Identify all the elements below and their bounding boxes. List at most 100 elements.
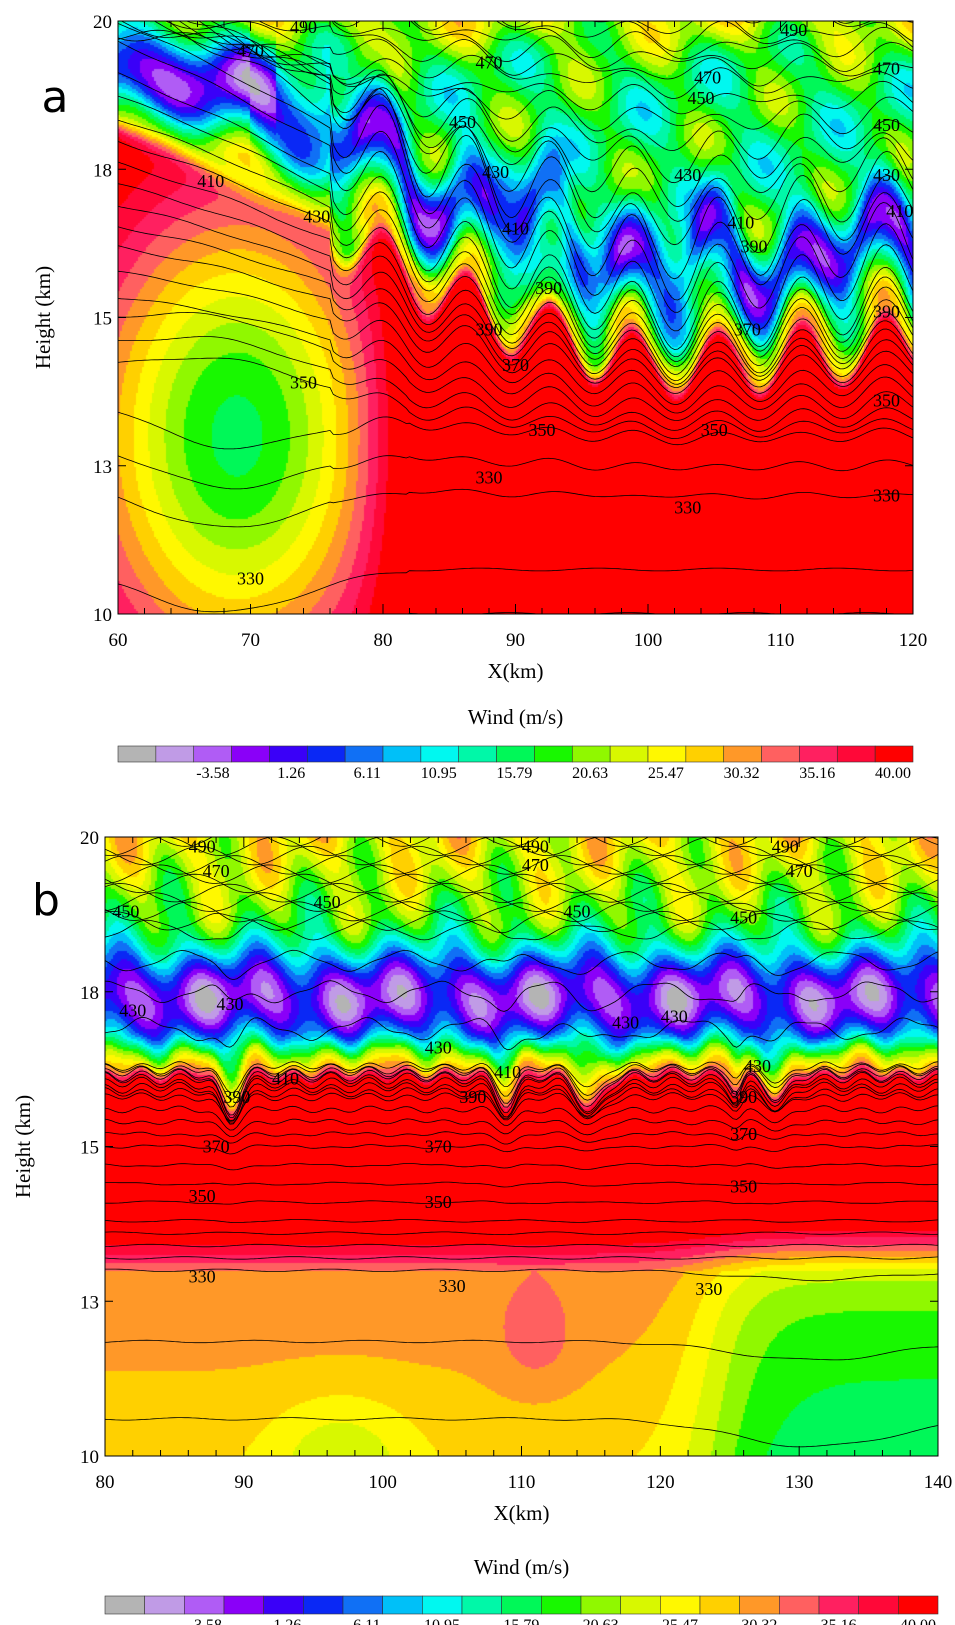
theta-contour-460 xyxy=(118,32,913,135)
contour-label: 450 xyxy=(314,892,341,912)
contour-label: 450 xyxy=(873,115,900,135)
contour-label: 410 xyxy=(494,1062,521,1082)
theta-contour-360 xyxy=(105,1181,938,1188)
colorbar-box xyxy=(144,1595,185,1615)
colorbar-box xyxy=(382,745,422,763)
theta-contour-400 xyxy=(118,119,913,362)
colorbar-label: -3.58 xyxy=(196,765,229,782)
colorbar-label: 15.79 xyxy=(503,1617,539,1625)
colorbar-box xyxy=(420,745,460,763)
x-tick-label: 80 xyxy=(96,1472,115,1493)
colorbar-label: 30.32 xyxy=(724,765,760,782)
contour-label: 350 xyxy=(873,391,900,411)
theta-contour-420 xyxy=(118,23,913,313)
colorbar-box xyxy=(303,1595,344,1615)
panel-a-wind-field xyxy=(118,21,913,614)
colorbar-label: 20.63 xyxy=(572,765,608,782)
colorbar-label: 1.26 xyxy=(277,765,305,782)
colorbar-box xyxy=(382,1595,423,1615)
theta-contour-390 xyxy=(118,161,913,375)
contour-label: 370 xyxy=(734,319,761,339)
x-tick-label: 110 xyxy=(508,1472,536,1493)
colorbar-box xyxy=(836,745,876,763)
colorbar-box xyxy=(155,745,195,763)
colorbar-box xyxy=(263,1595,304,1615)
contour-label: 390 xyxy=(535,278,562,298)
colorbar-box xyxy=(184,1595,225,1615)
theta-contour-340 xyxy=(105,1243,938,1248)
panel-label: a xyxy=(42,72,69,123)
contour-label: 350 xyxy=(701,420,728,440)
theta-contour-410 xyxy=(118,72,913,350)
theta-contour-475 xyxy=(105,873,938,894)
theta-contour-355 xyxy=(105,1200,938,1205)
theta-contour-475 xyxy=(258,21,913,87)
contour-label: 330 xyxy=(695,1279,722,1299)
theta-contour-410 xyxy=(105,1071,938,1118)
colorbar-label: 25.47 xyxy=(662,1617,698,1625)
contour-label: 390 xyxy=(223,1087,250,1107)
colorbar-label: 6.11 xyxy=(354,765,381,782)
contour-label: 430 xyxy=(661,1007,688,1027)
theta-contour-450 xyxy=(153,21,913,184)
contour-label: 450 xyxy=(564,901,591,921)
colorbar-box xyxy=(647,745,687,763)
contour-label: 410 xyxy=(886,201,913,221)
theta-contour-445 xyxy=(105,949,938,981)
colorbar-box xyxy=(501,1595,542,1615)
x-axis-label: X(km) xyxy=(494,1501,550,1525)
colorbar-box xyxy=(660,1595,701,1615)
contour-label: 490 xyxy=(189,836,216,856)
y-axis-label: Height (km) xyxy=(11,1095,35,1198)
colorbar-box xyxy=(858,1595,899,1615)
colorbar-box xyxy=(231,745,270,763)
contour-label: 330 xyxy=(439,1276,466,1296)
colorbar-label: 25.47 xyxy=(648,765,684,782)
theta-contour-480 xyxy=(105,864,938,884)
colorbar-box xyxy=(898,1595,939,1615)
theta-contour-500 xyxy=(743,21,856,24)
contour-label: 390 xyxy=(730,1087,757,1107)
theta-contour-455 xyxy=(105,910,938,934)
contour-label: 330 xyxy=(189,1266,216,1286)
theta-contour-420 xyxy=(105,1066,938,1108)
theta-contour-405 xyxy=(105,1076,938,1122)
contour-label: 410 xyxy=(727,213,754,233)
contour-label: 390 xyxy=(476,319,503,339)
y-tick-label: 13 xyxy=(80,1292,99,1313)
theta-contour-345 xyxy=(118,357,913,440)
contour-label: 430 xyxy=(674,165,701,185)
x-tick-label: 90 xyxy=(234,1472,253,1493)
contour-label: 490 xyxy=(522,836,549,856)
colorbar-label: 20.63 xyxy=(583,1617,619,1625)
x-tick-label: 140 xyxy=(924,1472,953,1493)
colorbar-box xyxy=(496,745,535,763)
theta-contour-485 xyxy=(105,855,938,875)
contour-label: 470 xyxy=(522,855,549,875)
theta-contour-485 xyxy=(332,21,913,60)
colorbar-label: 1.26 xyxy=(273,1617,301,1625)
x-tick-label: 110 xyxy=(767,630,795,651)
x-tick-label: 120 xyxy=(646,1472,675,1493)
y-tick-label: 20 xyxy=(80,828,99,849)
colorbar-label: 10.95 xyxy=(424,1617,460,1625)
contour-label: 470 xyxy=(476,53,503,73)
contour-label: 470 xyxy=(694,67,721,87)
x-tick-label: 80 xyxy=(374,630,393,651)
theta-contour-355 xyxy=(118,311,913,421)
contour-label: 430 xyxy=(216,994,243,1014)
theta-contour-395 xyxy=(118,141,913,368)
contour-label: 430 xyxy=(744,1056,771,1076)
theta-contour-365 xyxy=(118,270,913,405)
contour-label: 470 xyxy=(786,861,813,881)
theta-contour-465 xyxy=(105,892,938,912)
colorbar-label: -3.58 xyxy=(189,1617,222,1625)
theta-contour-425 xyxy=(167,21,913,301)
colorbar-box xyxy=(874,745,914,763)
colorbar-label: 40.00 xyxy=(900,1617,936,1625)
contour-label: 430 xyxy=(303,207,330,227)
colorbar-box xyxy=(193,745,232,763)
